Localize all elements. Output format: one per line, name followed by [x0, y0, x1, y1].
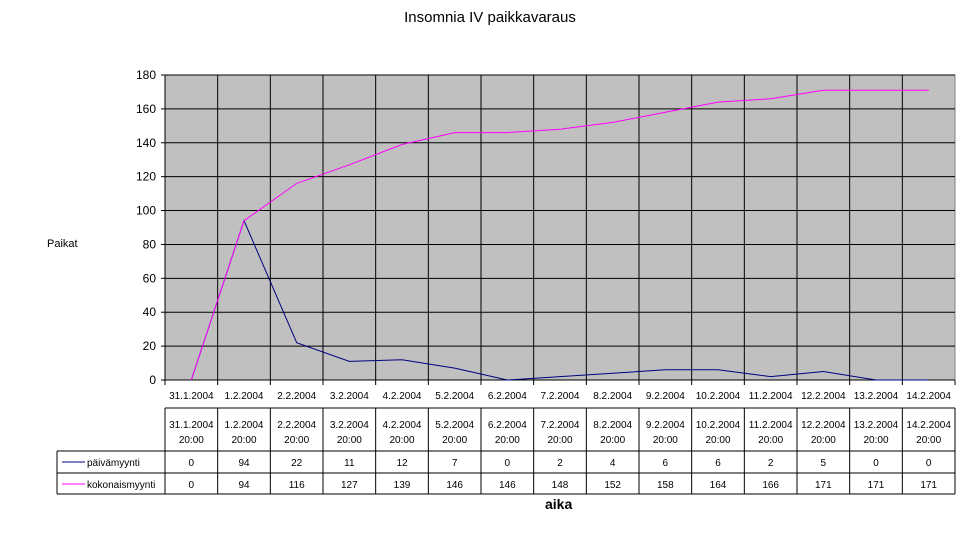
table-header-date: 3.2.2004	[330, 420, 369, 431]
table-cell-value: 171	[920, 480, 937, 491]
table-cell-value: 6	[715, 458, 721, 469]
table-cell-value: 6	[663, 458, 669, 469]
table-cell-value: 127	[341, 480, 358, 491]
legend-label: kokonaismyynti	[87, 480, 155, 491]
table-cell-value: 146	[446, 480, 463, 491]
table-cell-value: 2	[768, 458, 774, 469]
table-cell-value: 2	[557, 458, 563, 469]
table-cell-value: 22	[291, 458, 303, 469]
table-cell-value: 5	[821, 458, 827, 469]
table-header-date: 9.2.2004	[646, 420, 685, 431]
table-cell-value: 152	[604, 480, 621, 491]
y-tick-label: 40	[143, 305, 157, 319]
y-tick-label: 100	[136, 204, 156, 218]
table-cell-value: 0	[189, 480, 195, 491]
table-header-time: 20:00	[231, 435, 256, 446]
table-cell-value: 148	[552, 480, 569, 491]
x-tick-label: 2.2.2004	[277, 391, 316, 402]
table-cell-value: 139	[394, 480, 411, 491]
x-axis-label: aika	[545, 496, 573, 512]
table-header-date: 7.2.2004	[541, 420, 580, 431]
y-tick-label: 60	[143, 271, 157, 285]
x-tick-label: 5.2.2004	[435, 391, 474, 402]
table-header-date: 6.2.2004	[488, 420, 527, 431]
x-tick-label: 31.1.2004	[169, 391, 214, 402]
table-cell-value: 0	[189, 458, 195, 469]
table-header-time: 20:00	[547, 435, 572, 446]
x-tick-label: 8.2.2004	[593, 391, 632, 402]
table-header-time: 20:00	[442, 435, 467, 446]
table-header-time: 20:00	[916, 435, 941, 446]
legend-label: päivämyynti	[87, 458, 140, 469]
table-header-date: 2.2.2004	[277, 420, 316, 431]
x-tick-label: 12.2.2004	[801, 391, 846, 402]
x-tick-label: 7.2.2004	[541, 391, 580, 402]
table-cell-value: 0	[505, 458, 511, 469]
table-header-time: 20:00	[811, 435, 836, 446]
x-tick-label: 9.2.2004	[646, 391, 685, 402]
table-cell-value: 4	[610, 458, 616, 469]
table-header-date: 12.2.2004	[801, 420, 846, 431]
table-cell-value: 116	[289, 480, 305, 491]
table-cell-value: 94	[238, 458, 250, 469]
plot-background	[164, 74, 956, 381]
x-tick-label: 1.2.2004	[225, 391, 264, 402]
table-cell-value: 171	[815, 480, 832, 491]
y-tick-label: 80	[143, 237, 157, 251]
table-header-time: 20:00	[337, 435, 362, 446]
table-header-time: 20:00	[653, 435, 678, 446]
table-cell-value: 11	[344, 458, 355, 469]
y-tick-label: 160	[136, 102, 156, 116]
table-cell-value: 0	[926, 458, 932, 469]
table-header-date: 1.2.2004	[225, 420, 264, 431]
table-header-date: 4.2.2004	[383, 420, 422, 431]
x-tick-label: 10.2.2004	[696, 391, 741, 402]
table-cell-value: 158	[657, 480, 674, 491]
table-cell-value: 164	[710, 480, 727, 491]
table-cell-value: 146	[499, 480, 516, 491]
x-tick-label: 4.2.2004	[383, 391, 422, 402]
table-header-time: 20:00	[600, 435, 625, 446]
y-tick-label: 140	[136, 136, 156, 150]
y-tick-label: 180	[136, 68, 156, 82]
chart-title: Insomnia IV paikkavaraus	[404, 9, 576, 26]
x-tick-label: 14.2.2004	[906, 391, 951, 402]
x-tick-label: 13.2.2004	[854, 391, 899, 402]
table-header-time: 20:00	[179, 435, 204, 446]
table-header-date: 13.2.2004	[854, 420, 899, 431]
table-cell-value: 94	[238, 480, 250, 491]
data-table: 31.1.2004 20:00 1.2.2004 20:00 2.2.2004 20:00…	[56, 407, 956, 495]
table-header-date: 31.1.2004	[169, 420, 214, 431]
y-tick-label: 20	[143, 339, 157, 353]
table-cell-value: 7	[452, 458, 458, 469]
x-tick-label: 11.2.2004	[749, 391, 793, 402]
series-line	[190, 89, 929, 381]
table-header-time: 20:00	[284, 435, 309, 446]
table-header-date: 11.2.2004	[749, 420, 793, 431]
x-tick-label: 6.2.2004	[488, 391, 527, 402]
table-header-date: 10.2.2004	[696, 420, 741, 431]
table-cell-value: 0	[873, 458, 879, 469]
x-tick-label: 3.2.2004	[330, 391, 369, 402]
table-header-date: 8.2.2004	[593, 420, 632, 431]
table-header-time: 20:00	[863, 435, 888, 446]
y-tick-label: 120	[136, 170, 156, 184]
table-header-time: 20:00	[705, 435, 730, 446]
series-line	[190, 219, 929, 381]
table-header-time: 20:00	[495, 435, 520, 446]
table-cell-value: 171	[868, 480, 885, 491]
y-tick-label: 0	[149, 373, 156, 387]
table-cell-value: 12	[396, 458, 408, 469]
table-header-time: 20:00	[758, 435, 783, 446]
table-header-date: 5.2.2004	[435, 420, 474, 431]
table-header-date: 14.2.2004	[906, 420, 951, 431]
y-axis-label: Paikat	[47, 238, 78, 250]
table-cell-value: 166	[762, 480, 779, 491]
plot-area: 0 20 40 60 80 100 120 140 160 180 31.1.2004 1.2.200…	[136, 68, 956, 402]
table-header-time: 20:00	[389, 435, 414, 446]
